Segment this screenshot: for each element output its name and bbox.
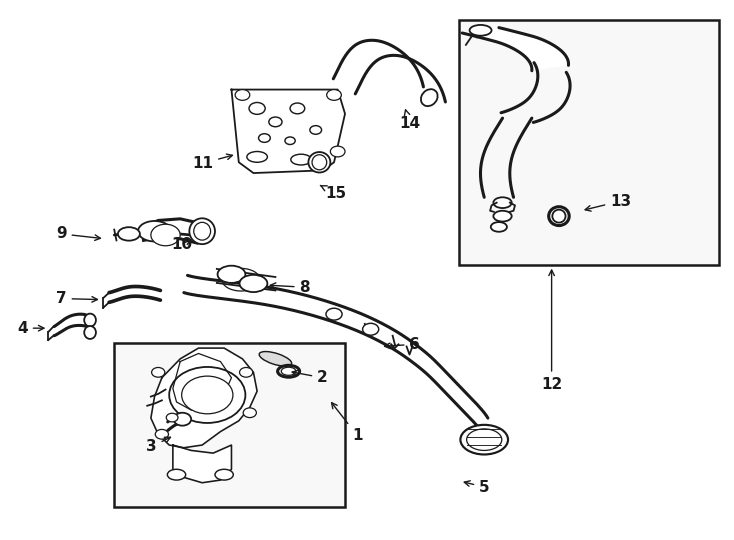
Polygon shape <box>173 445 231 483</box>
Ellipse shape <box>493 211 512 221</box>
Circle shape <box>239 368 252 377</box>
Circle shape <box>243 408 256 417</box>
Text: 6: 6 <box>385 337 421 352</box>
Ellipse shape <box>239 275 267 292</box>
Ellipse shape <box>312 155 327 170</box>
Ellipse shape <box>138 221 171 241</box>
Ellipse shape <box>194 222 211 240</box>
Ellipse shape <box>259 352 291 366</box>
Circle shape <box>363 323 379 335</box>
Circle shape <box>152 368 165 377</box>
Text: 12: 12 <box>541 270 562 392</box>
Text: 13: 13 <box>585 193 631 211</box>
Circle shape <box>326 308 342 320</box>
Polygon shape <box>151 348 257 448</box>
Text: 9: 9 <box>56 226 101 241</box>
Circle shape <box>235 90 250 100</box>
Text: 5: 5 <box>464 480 490 495</box>
Circle shape <box>181 376 233 414</box>
Polygon shape <box>231 90 345 173</box>
Text: 7: 7 <box>56 291 98 306</box>
Text: 14: 14 <box>399 110 420 131</box>
Ellipse shape <box>491 222 507 232</box>
Ellipse shape <box>118 227 140 241</box>
Ellipse shape <box>189 218 215 244</box>
Text: 3: 3 <box>146 437 170 454</box>
Text: 15: 15 <box>320 185 346 201</box>
Ellipse shape <box>217 266 245 283</box>
Circle shape <box>173 413 191 426</box>
Polygon shape <box>184 275 488 435</box>
Ellipse shape <box>460 425 508 455</box>
Ellipse shape <box>84 314 96 327</box>
Text: 4: 4 <box>17 321 44 336</box>
Circle shape <box>151 224 180 246</box>
Bar <box>459 19 719 265</box>
Text: 2: 2 <box>292 370 328 385</box>
Text: 1: 1 <box>332 403 363 443</box>
Polygon shape <box>462 28 569 71</box>
Ellipse shape <box>553 210 565 222</box>
Ellipse shape <box>84 326 96 339</box>
Bar <box>115 343 345 507</box>
Circle shape <box>170 367 245 423</box>
Ellipse shape <box>421 89 437 106</box>
Ellipse shape <box>222 268 260 291</box>
Ellipse shape <box>308 152 330 172</box>
Text: 8: 8 <box>270 280 310 295</box>
Text: 10: 10 <box>171 237 192 252</box>
Ellipse shape <box>493 197 512 208</box>
Circle shape <box>167 413 178 422</box>
Circle shape <box>327 90 341 100</box>
Ellipse shape <box>167 469 186 480</box>
Ellipse shape <box>281 367 296 375</box>
Circle shape <box>156 429 169 439</box>
Text: 11: 11 <box>192 154 233 171</box>
Ellipse shape <box>467 429 502 450</box>
Ellipse shape <box>215 469 233 480</box>
Circle shape <box>330 146 345 157</box>
Ellipse shape <box>470 25 492 36</box>
